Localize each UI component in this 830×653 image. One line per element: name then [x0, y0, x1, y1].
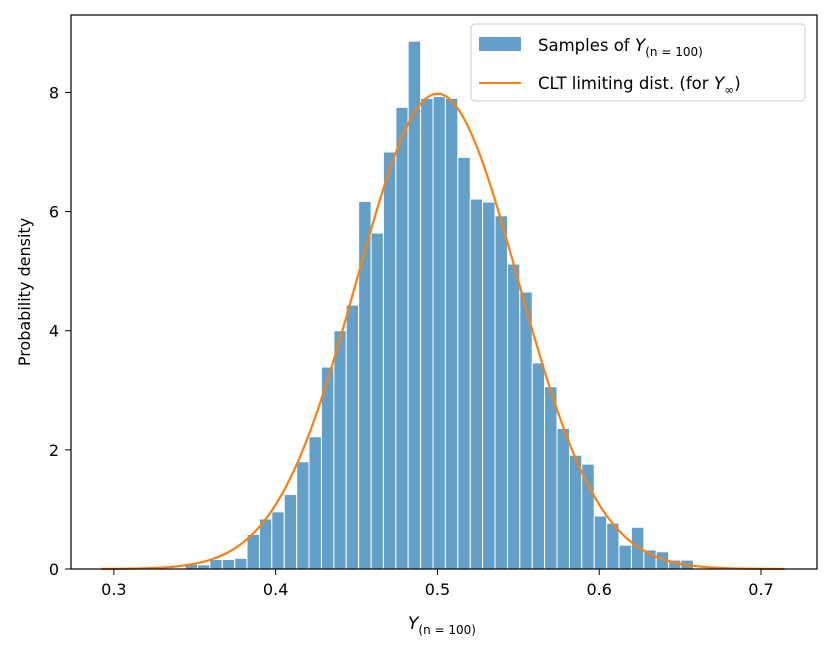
- histogram-bar: [593, 515, 608, 570]
- histogram-bar: [544, 386, 558, 570]
- legend-label-curve: CLT limiting dist. (for Y∞): [538, 74, 741, 97]
- plot-frame: [70, 14, 818, 570]
- legend-swatch-histogram: [479, 37, 521, 51]
- histogram-bar: [469, 198, 484, 570]
- legend: Samples of Y(n = 100) CLT limiting dist.…: [470, 23, 806, 102]
- histogram-bar: [320, 366, 335, 570]
- histogram-bar: [444, 97, 459, 570]
- y-tick-label: 0: [49, 560, 59, 579]
- histogram-bar: [370, 232, 384, 570]
- clt-normal-curve: [101, 92, 785, 571]
- histogram-bar: [494, 215, 509, 570]
- legend-frame: [470, 23, 806, 102]
- x-tick-label: 0.7: [748, 580, 773, 599]
- histogram-bar: [209, 558, 223, 570]
- histogram-bar: [395, 106, 409, 570]
- y-axis-ticks: 0 2 4 6 8: [49, 83, 71, 579]
- histogram-bar: [457, 156, 471, 570]
- histogram-bars: [184, 40, 694, 570]
- histogram-bar: [531, 362, 546, 570]
- x-tick-label: 0.6: [587, 580, 612, 599]
- histogram-bar: [283, 494, 298, 570]
- x-axis-label-symbol: Y: [408, 614, 420, 634]
- histogram-bar: [345, 304, 360, 570]
- histogram-bar: [382, 151, 397, 570]
- histogram-bar: [432, 96, 446, 570]
- histogram-bar: [333, 330, 347, 570]
- histogram-bar: [630, 526, 645, 570]
- histogram-bar: [221, 558, 236, 570]
- x-tick-label: 0.4: [263, 580, 288, 599]
- y-tick-label: 2: [49, 441, 59, 460]
- clt-curve-layer: [101, 92, 785, 571]
- histogram-bar: [420, 97, 434, 570]
- x-axis-ticks: 0.3 0.4 0.5 0.6 0.7: [101, 569, 774, 599]
- histogram-bar: [482, 201, 496, 570]
- x-axis-label-subscript: (n = 100): [418, 623, 476, 637]
- histogram-bar: [271, 511, 285, 570]
- y-tick-label: 6: [49, 203, 59, 222]
- histogram-bar: [618, 544, 632, 570]
- y-axis-label: Probability density: [15, 218, 34, 366]
- x-tick-label: 0.5: [425, 580, 450, 599]
- histogram-bar: [568, 454, 583, 570]
- histogram-bar: [507, 263, 521, 570]
- x-axis-label: Y(n = 100): [408, 614, 476, 637]
- histogram-bar: [234, 557, 248, 570]
- histogram-bar: [519, 291, 533, 570]
- histogram-bar: [296, 461, 310, 570]
- histogram-bar: [308, 436, 322, 570]
- histogram-bar: [358, 200, 372, 570]
- histogram-bar: [581, 463, 595, 570]
- y-tick-label: 4: [49, 322, 59, 341]
- legend-label-histogram: Samples of Y(n = 100): [538, 36, 703, 59]
- histogram-bar: [197, 564, 211, 570]
- histogram-bar: [246, 533, 260, 570]
- histogram-bar: [258, 518, 273, 570]
- histogram-bar: [556, 427, 570, 570]
- y-tick-label: 8: [49, 83, 59, 102]
- x-tick-label: 0.3: [101, 580, 126, 599]
